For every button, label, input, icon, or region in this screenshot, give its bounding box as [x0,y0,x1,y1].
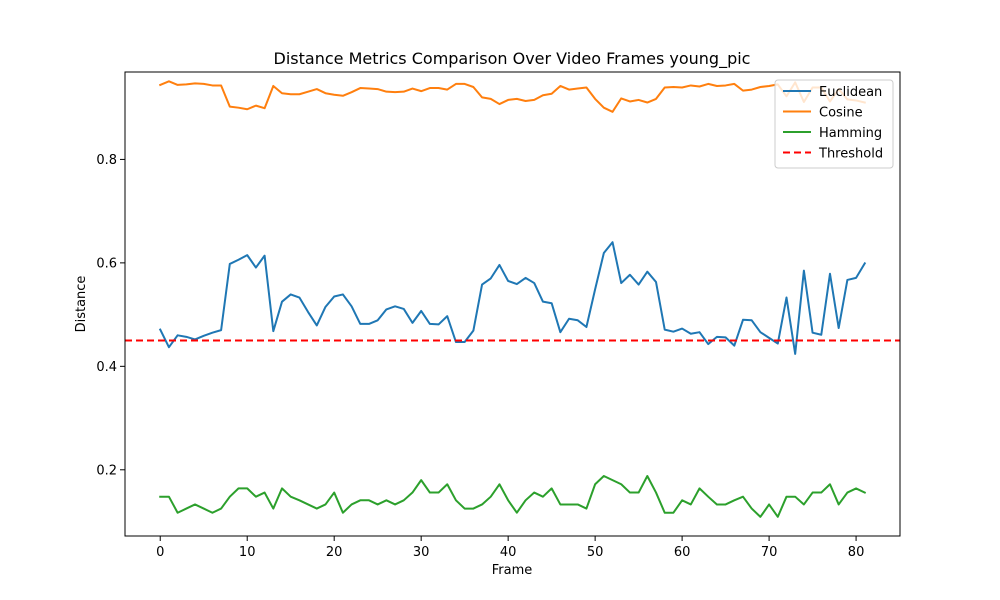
legend-label-euclidean: Euclidean [819,85,882,100]
x-tick-label: 40 [500,545,517,560]
x-tick-label: 30 [413,545,430,560]
x-tick-label: 60 [674,545,691,560]
plot-area [125,80,900,518]
legend: Euclidean Cosine Hamming Threshold [774,79,894,169]
x-tick-label: 80 [848,545,865,560]
y-tick-label: 0.4 [96,360,117,375]
legend-label-threshold: Threshold [818,147,883,162]
y-tick-label: 0.2 [96,463,117,478]
axes: 0 10 20 30 40 50 60 70 80 0.2 0.4 0.6 0.8 [96,71,901,560]
series-line-cosine [158,80,866,113]
y-axis-label: Distance [74,276,89,333]
x-tick-label: 0 [156,545,164,560]
x-tick-label: 20 [326,545,343,560]
x-tick-label: 10 [239,545,256,560]
x-tick-label: 50 [587,545,604,560]
series-line-hamming [159,475,867,518]
legend-label-cosine: Cosine [819,106,863,121]
y-tick-label: 0.8 [96,153,117,168]
x-axis-label: Frame [492,563,533,578]
series-line-euclidean [158,241,867,355]
legend-label-hamming: Hamming [819,126,882,141]
legend-box [774,79,894,169]
y-tick-label: 0.6 [96,256,117,271]
x-tick-label: 70 [761,545,778,560]
chart-title: Distance Metrics Comparison Over Video F… [274,49,751,69]
plot-frame [124,71,901,537]
